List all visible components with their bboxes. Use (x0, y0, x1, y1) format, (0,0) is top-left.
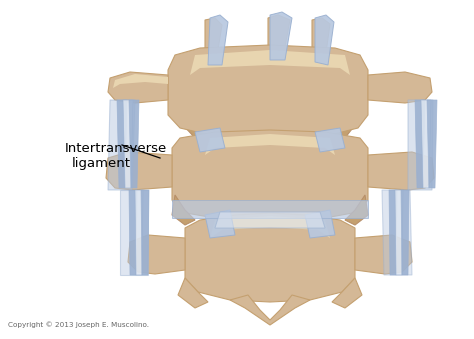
Polygon shape (168, 45, 368, 138)
Polygon shape (208, 15, 228, 65)
Polygon shape (172, 130, 368, 220)
Polygon shape (230, 295, 310, 325)
Polygon shape (270, 12, 292, 60)
Polygon shape (315, 128, 345, 152)
Polygon shape (427, 100, 437, 188)
Polygon shape (268, 15, 290, 62)
Polygon shape (128, 235, 185, 274)
Polygon shape (178, 278, 208, 308)
Polygon shape (210, 216, 330, 238)
Polygon shape (355, 235, 412, 274)
Polygon shape (421, 100, 431, 188)
Polygon shape (205, 18, 222, 68)
Polygon shape (113, 74, 168, 88)
Polygon shape (195, 128, 225, 152)
Polygon shape (401, 190, 409, 275)
Polygon shape (395, 190, 403, 275)
Polygon shape (315, 15, 334, 65)
Polygon shape (172, 195, 195, 225)
Polygon shape (332, 278, 362, 308)
Polygon shape (408, 100, 433, 190)
Polygon shape (135, 190, 143, 275)
Polygon shape (106, 152, 172, 190)
Polygon shape (305, 210, 335, 238)
Polygon shape (368, 152, 434, 190)
Polygon shape (415, 100, 425, 188)
Polygon shape (183, 115, 355, 142)
Polygon shape (185, 213, 355, 302)
Polygon shape (368, 72, 432, 103)
Polygon shape (129, 100, 139, 188)
Polygon shape (108, 100, 135, 190)
Polygon shape (215, 212, 325, 228)
Polygon shape (345, 195, 368, 225)
Polygon shape (117, 100, 127, 188)
Polygon shape (389, 190, 397, 275)
Polygon shape (205, 134, 335, 155)
Text: Intertransverse: Intertransverse (65, 141, 167, 155)
Polygon shape (120, 190, 148, 275)
Polygon shape (312, 18, 330, 67)
Polygon shape (382, 190, 412, 275)
Polygon shape (205, 210, 235, 238)
Polygon shape (129, 190, 137, 275)
Text: Copyright © 2013 Joseph E. Muscolino.: Copyright © 2013 Joseph E. Muscolino. (8, 321, 149, 328)
Polygon shape (190, 50, 350, 75)
Polygon shape (123, 100, 133, 188)
Polygon shape (172, 200, 368, 218)
Polygon shape (141, 190, 149, 275)
Polygon shape (108, 72, 168, 103)
Text: ligament: ligament (72, 157, 131, 170)
